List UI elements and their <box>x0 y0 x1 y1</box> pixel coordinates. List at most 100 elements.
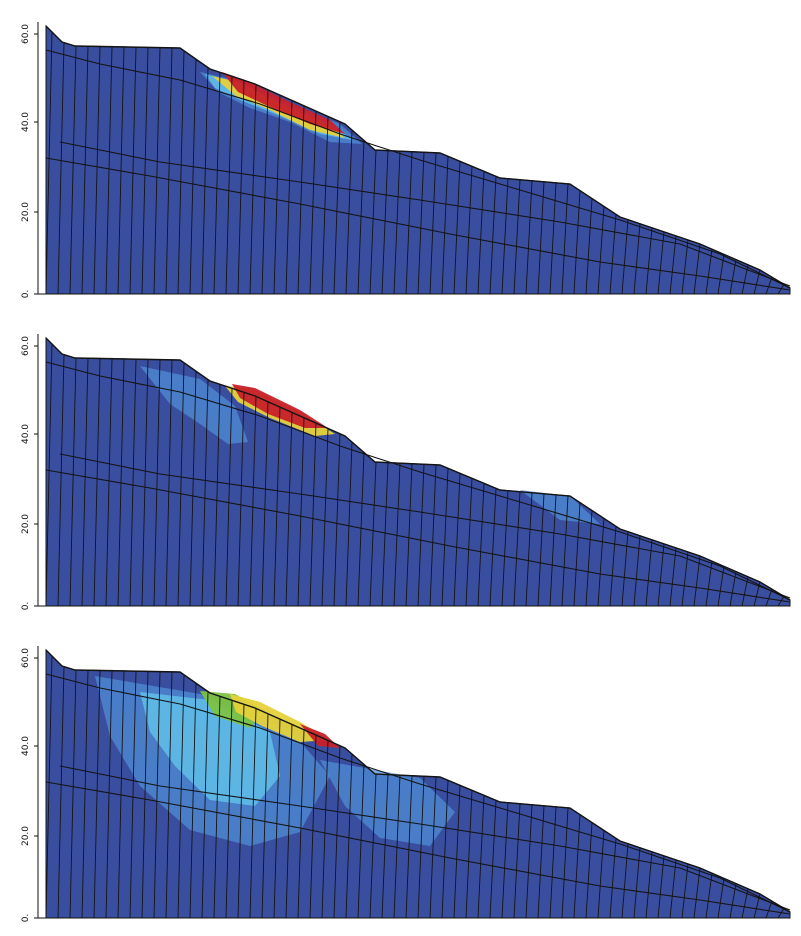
mesh-line <box>81 46 89 295</box>
mesh-line <box>549 494 557 607</box>
mesh-line <box>537 181 545 295</box>
mesh-line <box>633 847 641 919</box>
mesh-line <box>657 855 665 919</box>
mesh-line <box>45 655 53 919</box>
mesh-line <box>93 46 101 295</box>
mesh-line <box>225 76 233 295</box>
layer-boundary-1 <box>45 673 791 913</box>
mesh-line <box>537 493 545 607</box>
mesh-line <box>201 379 209 607</box>
mesh-line <box>129 671 137 919</box>
y-tick-label: 20.0 <box>21 826 31 846</box>
mesh-line <box>585 510 593 607</box>
mesh-line <box>321 740 329 919</box>
mesh-line <box>249 396 257 607</box>
mesh-line <box>273 95 281 295</box>
mesh-line <box>213 72 221 295</box>
mesh-line <box>189 59 197 295</box>
mesh-line <box>153 47 161 295</box>
y-tick-label: 40.0 <box>21 424 31 444</box>
mesh-line <box>777 596 785 607</box>
mesh-line <box>525 180 533 295</box>
mesh-line <box>285 724 293 919</box>
mesh-line <box>237 80 245 295</box>
mesh-line <box>249 84 257 295</box>
mesh-line <box>93 670 101 919</box>
mesh-line <box>669 547 677 607</box>
ground-surface-outline <box>45 337 791 601</box>
mesh-line <box>453 785 461 919</box>
mesh-line <box>237 704 245 919</box>
mesh-line <box>429 464 437 607</box>
mesh-line <box>597 830 605 919</box>
mesh-line <box>69 46 77 295</box>
mesh-line <box>81 358 89 607</box>
mesh-line <box>213 696 221 919</box>
y-tick-label: 60.0 <box>21 648 31 668</box>
mesh-line <box>57 354 65 607</box>
mesh-line <box>465 478 473 607</box>
mesh-line <box>765 901 773 919</box>
mesh-line <box>381 774 389 919</box>
mesh-line <box>129 359 137 607</box>
mesh-line <box>225 388 233 607</box>
slope-panel-2: 60.0 40.0 20.0 0. <box>0 324 801 624</box>
mesh-line <box>765 277 773 295</box>
mesh-line <box>189 683 197 919</box>
mesh-line <box>93 358 101 607</box>
mesh-line <box>549 182 557 295</box>
mesh-line <box>153 359 161 607</box>
stress-core-red <box>222 72 345 134</box>
mesh-line <box>441 780 449 919</box>
mesh-line <box>309 111 317 295</box>
mesh-line <box>561 807 569 919</box>
mesh-line <box>69 670 77 919</box>
mesh-line <box>405 151 413 295</box>
mesh-line <box>597 206 605 295</box>
mesh-line <box>261 401 269 607</box>
mesh-line <box>633 223 641 295</box>
mesh-line <box>381 150 389 295</box>
mesh-line <box>657 543 665 607</box>
mesh-line <box>597 518 605 607</box>
y-tick-label: 20.0 <box>21 514 31 534</box>
layer-boundary-3 <box>59 765 791 911</box>
layer-boundary-1 <box>45 361 791 601</box>
mesh-line <box>357 764 365 919</box>
mesh-line <box>309 423 317 607</box>
mesh-line <box>225 700 233 919</box>
mesh-line <box>309 735 317 919</box>
mesh-line <box>105 358 113 607</box>
stress-core-red <box>232 384 328 428</box>
mesh-line <box>345 130 353 295</box>
mesh-line <box>477 483 485 607</box>
ground-surface-outline <box>45 25 791 289</box>
mesh-line <box>285 412 293 607</box>
mesh-line <box>177 362 185 607</box>
mesh-line <box>621 843 629 919</box>
mesh-line <box>489 176 497 295</box>
mesh-line <box>393 151 401 295</box>
mesh-line <box>513 179 521 295</box>
mesh-line <box>585 822 593 919</box>
mesh-line <box>705 873 713 919</box>
mesh-line <box>525 492 533 607</box>
mesh-line <box>393 775 401 919</box>
mesh-line <box>681 239 689 295</box>
mesh-line <box>369 462 377 607</box>
mesh-line <box>369 150 377 295</box>
layer-boundary-2 <box>45 781 791 915</box>
mesh-line <box>513 491 521 607</box>
mesh-line <box>393 463 401 607</box>
mesh-line <box>297 729 305 919</box>
mesh-line <box>201 67 209 295</box>
layer-boundary-1 <box>45 49 791 289</box>
mesh-line <box>105 46 113 295</box>
mesh-line <box>765 589 773 607</box>
mesh-line <box>177 674 185 919</box>
y-tick-label: 60.0 <box>21 24 31 44</box>
mesh-line <box>57 666 65 919</box>
mesh-line <box>609 214 617 295</box>
mesh-line <box>261 89 269 295</box>
mesh-line <box>189 371 197 607</box>
